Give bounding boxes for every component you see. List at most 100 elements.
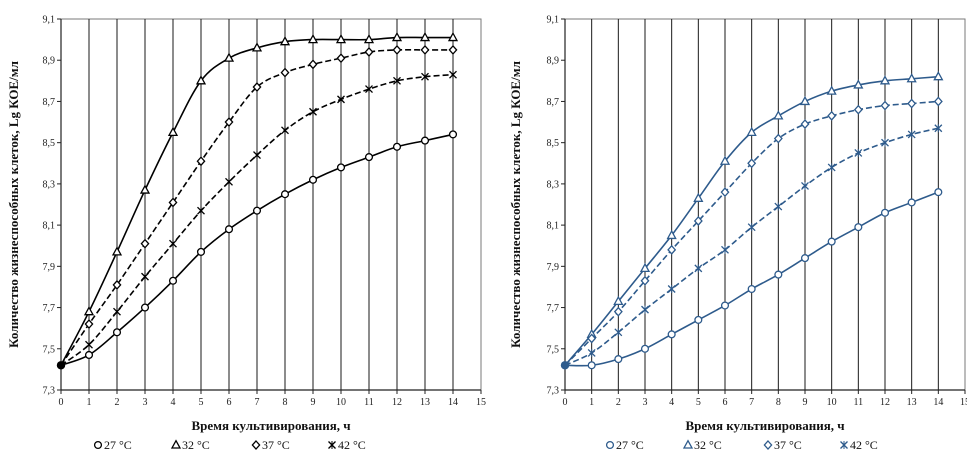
left-data-point-circle	[140, 303, 150, 312]
left-data-point-circle	[448, 130, 458, 139]
right-x-tick-label: 7	[749, 397, 754, 408]
left-y-tick-label: 7,7	[43, 303, 56, 314]
left-y-axis-title: Количество жизнеспособных клеток, Lg КОЕ…	[6, 61, 21, 348]
left-y-tick-label: 7,9	[43, 262, 56, 273]
left-data-point-asterisk	[197, 206, 205, 215]
left-x-tick-label: 1	[87, 397, 92, 408]
right-legend-marker-circle	[605, 440, 615, 450]
left-y-tick-label: 8,7	[43, 97, 56, 108]
left-x-tick-label: 9	[311, 397, 316, 408]
left-data-point-triangle	[307, 33, 319, 44]
left-data-point-diamond	[196, 156, 206, 167]
left-data-point-diamond	[448, 44, 458, 55]
right-data-point-asterisk	[587, 348, 596, 357]
left-data-point-triangle	[111, 246, 123, 256]
left-x-tick-label: 5	[199, 397, 204, 408]
right-y-tick-label: 8,9	[547, 56, 560, 67]
right-data-point-triangle	[826, 85, 837, 95]
left-data-point-triangle	[391, 31, 403, 42]
left-data-point-asterisk	[141, 272, 149, 281]
left-data-point-diamond	[280, 67, 290, 78]
left-data-point-circle	[392, 142, 402, 151]
right-x-tick-label: 6	[723, 397, 728, 408]
right-x-tick-label: 5	[696, 397, 701, 408]
left-data-point-circle	[168, 276, 178, 285]
right-x-tick-label: 2	[616, 397, 621, 408]
left-plot-frame	[60, 18, 482, 391]
left-legend-marker-triangle	[170, 439, 182, 449]
left-data-point-diamond	[224, 117, 234, 128]
left-data-point-triangle	[223, 52, 235, 62]
right-data-point-circle	[667, 330, 676, 339]
left-data-point-asterisk	[225, 177, 233, 186]
left-data-point-circle	[364, 153, 374, 162]
right-y-tick-label: 7,5	[547, 344, 560, 355]
left-data-point-diamond	[420, 44, 430, 55]
left-x-tick-label: 3	[143, 397, 148, 408]
right-data-point-diamond	[747, 158, 757, 169]
left-data-point-circle	[420, 136, 430, 145]
left-x-tick-label: 11	[364, 397, 374, 408]
right-y-tick-label: 8,1	[547, 221, 560, 232]
right-data-point-diamond	[693, 216, 703, 226]
left-data-point-circle	[224, 225, 234, 234]
left-data-point-asterisk	[169, 239, 177, 248]
left-x-tick-label: 7	[255, 397, 260, 408]
left-data-point-triangle	[83, 306, 95, 316]
right-x-tick-label: 14	[933, 397, 943, 408]
left-data-point-circle	[336, 163, 346, 172]
right-data-point-triangle	[639, 262, 651, 273]
right-data-point-asterisk	[934, 124, 943, 133]
right-data-point-diamond	[933, 96, 943, 107]
right-data-point-diamond	[853, 104, 863, 115]
right-y-axis-title: Количество жизнеспособных клеток, Lg КОЕ…	[508, 61, 523, 348]
right-data-point-asterisk	[801, 181, 809, 190]
right-series-line-3	[564, 127, 939, 366]
left-data-point-diamond	[392, 44, 402, 55]
left-y-tick-label: 7,5	[43, 344, 56, 355]
left-data-point-diamond	[308, 59, 318, 70]
left-data-point-asterisk	[253, 151, 261, 160]
right-data-point-circle	[640, 344, 650, 353]
right-data-point-triangle	[773, 110, 784, 120]
right-x-tick-label: 4	[669, 397, 674, 408]
right-data-point-diamond	[773, 133, 783, 144]
left-data-point-diamond	[140, 238, 150, 249]
right-data-point-circle	[587, 361, 596, 370]
left-x-tick-label: 15	[476, 397, 486, 408]
right-data-point-circle	[854, 223, 863, 232]
left-data-point-triangle	[251, 42, 263, 52]
left-x-tick-label: 4	[171, 397, 176, 408]
left-data-point-asterisk	[337, 95, 345, 104]
left-data-point-diamond	[168, 197, 178, 208]
right-legend-marker-triangle	[682, 439, 694, 449]
right-data-point-triangle	[693, 192, 704, 202]
left-x-tick-label: 6	[227, 397, 232, 408]
left-x-tick-label: 0	[59, 397, 64, 408]
left-legend-label: 32 °C	[182, 438, 210, 452]
left-data-point-triangle	[419, 31, 431, 42]
left-legend-label: 37 °C	[262, 438, 290, 452]
left-data-point-diamond	[252, 82, 262, 92]
left-data-point-triangle	[139, 184, 151, 194]
right-x-tick-label: 15	[960, 397, 967, 408]
left-series-line-2	[60, 48, 453, 366]
right-legend-marker-diamond	[763, 440, 773, 450]
right-data-point-circle	[694, 315, 703, 324]
right-y-tick-label: 8,7	[547, 97, 560, 108]
right-data-point-diamond	[587, 333, 597, 344]
left-data-point-triangle	[167, 126, 179, 137]
right-data-point-circle	[827, 237, 836, 246]
left-y-tick-label: 8,9	[43, 56, 56, 67]
left-legend-marker-diamond	[251, 440, 261, 450]
right-data-point-asterisk	[721, 245, 729, 254]
left-data-point-circle	[280, 190, 290, 199]
right-data-point-asterisk	[614, 328, 623, 337]
right-data-point-asterisk	[907, 130, 916, 139]
right-chart: 01234567891011121314157,37,57,77,98,18,3…	[508, 15, 967, 453]
left-x-tick-label: 13	[420, 397, 430, 408]
right-x-tick-label: 8	[776, 397, 781, 408]
right-y-tick-label: 9,1	[547, 15, 560, 26]
right-data-point-diamond	[800, 119, 810, 130]
left-legend: 27 °C 32 °C 37 °C 42 °C	[93, 438, 366, 452]
